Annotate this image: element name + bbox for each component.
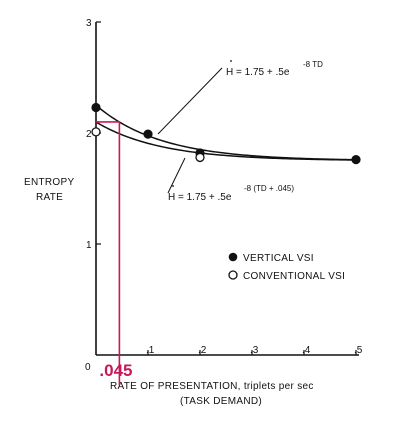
lower-equation-leader — [167, 157, 186, 194]
legend-label-conventional-vsi: CONVENTIONAL VSI — [243, 271, 345, 282]
y-axis-label-line2: RATE — [36, 192, 63, 203]
x-tick-label: .1 — [146, 345, 155, 356]
legend: VERTICAL VSI CONVENTIONAL VSI — [228, 252, 345, 282]
fit-curve-lower — [95, 121, 357, 161]
legend-marker-conventional-vsi — [228, 270, 238, 280]
data-point-vertical-vsi — [91, 102, 101, 113]
upper-equation-annotation: H = 1.75 + .5e -8 TD — [157, 60, 323, 135]
lower-equation-exponent: -8 (TD + .045) — [244, 184, 294, 193]
x-axis-label-line2: (TASK DEMAND) — [180, 396, 262, 407]
highlight-value-label: .045 — [99, 361, 132, 380]
lower-equation-annotation: H = 1.75 + .5e -8 (TD + .045) — [167, 157, 294, 203]
upper-equation-text: H = 1.75 + .5e — [226, 67, 290, 78]
x-tick-label: .4 — [302, 345, 311, 356]
data-point-conventional-vsi — [91, 127, 101, 137]
fit-curve-upper — [95, 104, 357, 161]
y-tick-label: 1 — [86, 240, 92, 251]
data-point-vertical-vsi — [351, 155, 361, 165]
legend-marker-vertical-vsi — [228, 252, 238, 262]
x-tick-label: .3 — [250, 345, 259, 356]
upper-equation-leader — [157, 67, 223, 135]
data-point-vertical-vsi — [143, 129, 153, 139]
x-tick-label: .2 — [198, 345, 207, 356]
y-tick-label: 3 — [86, 18, 92, 29]
x-tick-label-zero: 0 — [85, 362, 91, 373]
data-point-conventional-vsi — [195, 152, 205, 163]
y-axis-label-line1: ENTROPY — [24, 177, 74, 188]
upper-equation-exponent: -8 TD — [303, 60, 323, 69]
x-tick-label: .5 — [354, 345, 363, 356]
legend-label-vertical-vsi: VERTICAL VSI — [243, 253, 314, 264]
y-tick-label: 2 — [86, 129, 92, 140]
x-axis-label-line1: RATE OF PRESENTATION, triplets per sec — [110, 381, 314, 392]
lower-equation-text: H = 1.75 + .5e — [168, 192, 232, 203]
